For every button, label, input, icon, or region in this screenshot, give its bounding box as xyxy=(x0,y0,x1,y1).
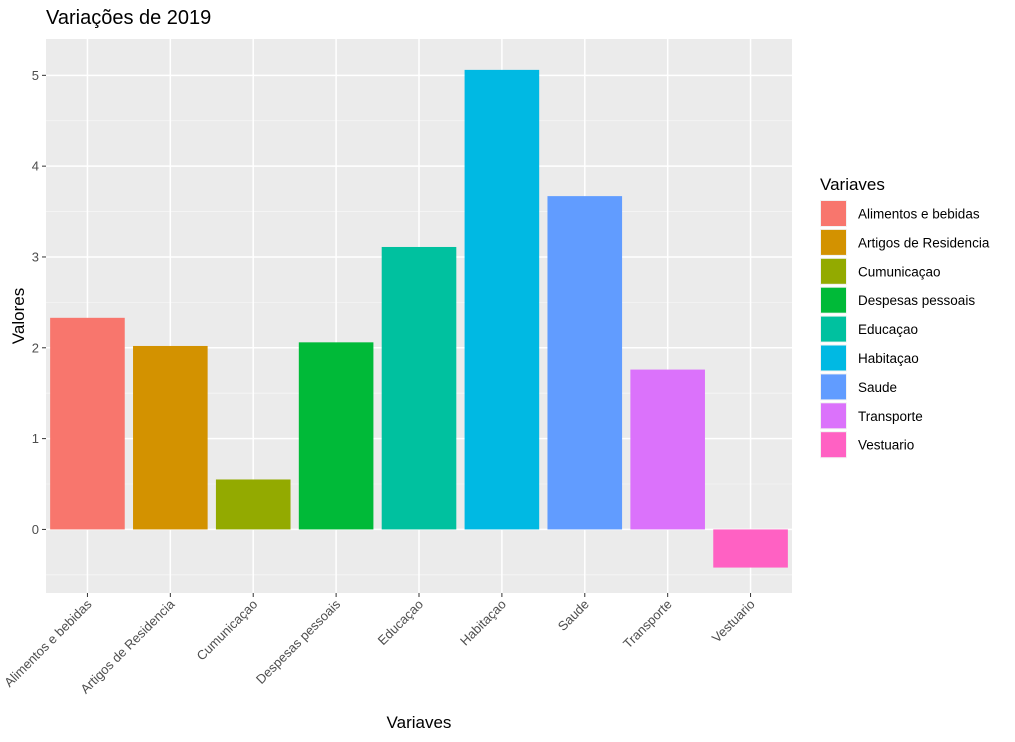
y-tick-label: 5 xyxy=(32,68,39,83)
legend-swatch xyxy=(821,374,846,400)
bar xyxy=(133,345,208,530)
bars xyxy=(50,69,788,568)
y-tick-label: 1 xyxy=(32,431,39,446)
legend-swatch xyxy=(821,403,846,429)
legend: Variaves Alimentos e bebidas Artigos de R… xyxy=(820,175,990,459)
x-tick-label: Cumunicaçao xyxy=(194,597,261,664)
x-tick-label: Educaçao xyxy=(375,597,426,648)
bar xyxy=(464,69,540,530)
x-tick-label: Alimentos e bebidas xyxy=(1,596,95,690)
legend-label: Vestuario xyxy=(858,438,914,453)
x-tick-label: Habitaçao xyxy=(457,597,509,649)
legend-swatch xyxy=(821,201,846,226)
x-tick-label: Transporte xyxy=(620,597,675,652)
legend-label: Cumunicaçao xyxy=(858,264,941,279)
legend-label: Educaçao xyxy=(858,322,918,337)
legend-swatch xyxy=(821,258,846,284)
legend-swatch xyxy=(821,432,846,458)
legend-label: Artigos de Residencia xyxy=(858,235,990,250)
y-tick-label: 2 xyxy=(32,340,39,355)
y-tick-label: 4 xyxy=(32,159,39,174)
bar xyxy=(630,369,705,530)
y-axis: 0 1 2 3 4 5 xyxy=(32,68,46,537)
legend-swatch xyxy=(821,345,846,371)
legend-swatch xyxy=(821,287,846,313)
x-tick-label: Vestuario xyxy=(709,597,758,646)
legend-title: Variaves xyxy=(820,175,885,194)
y-tick-label: 0 xyxy=(32,522,39,537)
legend-label: Saude xyxy=(858,380,897,395)
legend-label: Alimentos e bebidas xyxy=(858,207,980,222)
bar xyxy=(50,317,125,530)
legend-label: Habitaçao xyxy=(858,351,919,366)
y-axis-title: Valores xyxy=(9,288,28,344)
bar xyxy=(713,529,788,568)
x-tick-label: Artigos de Residencia xyxy=(77,596,178,697)
bar xyxy=(298,342,374,530)
legend-label: Despesas pessoais xyxy=(858,293,975,308)
x-tick-label: Despesas pessoais xyxy=(253,596,344,687)
bar xyxy=(215,479,291,530)
bar xyxy=(547,196,623,530)
x-tick-label: Saude xyxy=(555,597,592,634)
legend-label: Transporte xyxy=(858,409,923,424)
x-axis-title: Variaves xyxy=(387,713,452,732)
chart-title: Variações de 2019 xyxy=(46,7,211,29)
bar xyxy=(381,246,457,530)
legend-swatch xyxy=(821,229,846,255)
legend-swatch xyxy=(821,316,846,342)
y-tick-label: 3 xyxy=(32,249,39,264)
